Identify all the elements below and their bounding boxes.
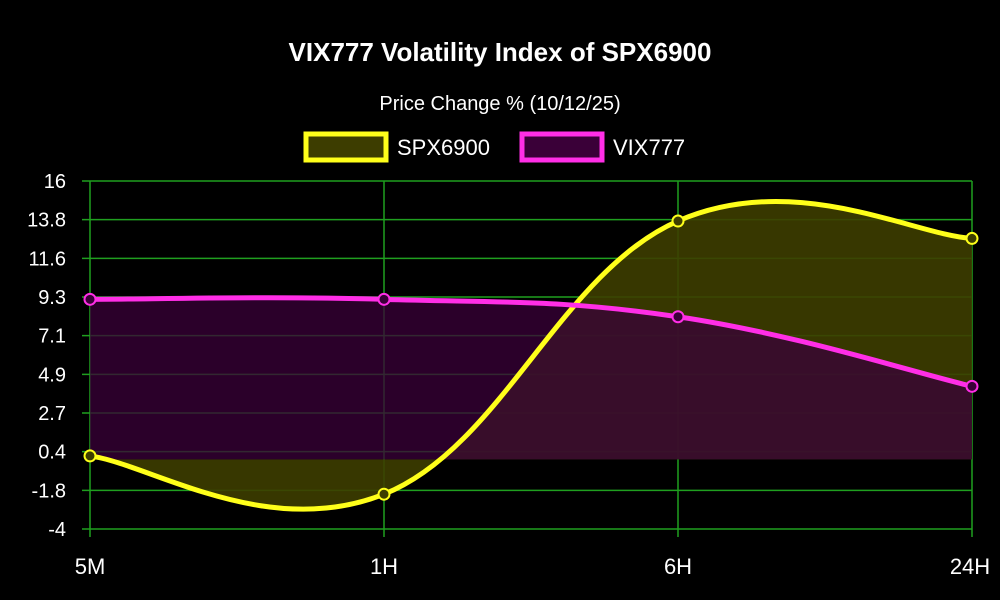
x-tick-label: 24H (950, 554, 990, 579)
point-vix777-24h[interactable] (965, 379, 979, 393)
y-axis: 16 13.8 11.6 9.3 7.1 4.9 2.7 0.4 -1.8 -4 (27, 171, 66, 541)
y-tick-label: 16 (44, 171, 66, 193)
legend: SPX6900 VIX777 (303, 131, 685, 163)
y-tick-label: 4.9 (38, 364, 66, 386)
point-vix777-5m[interactable] (83, 292, 97, 306)
line-vix777 (89, 295, 973, 389)
y-tick-label: 2.7 (38, 403, 66, 425)
y-tick-label: 11.6 (29, 248, 66, 270)
point-vix777-1h[interactable] (377, 292, 391, 306)
series-areas (90, 201, 972, 510)
y-tick-label: -4 (48, 519, 66, 541)
point-vix777-6h[interactable] (671, 310, 685, 324)
area-vix777 (90, 297, 972, 460)
point-spx6900-5m[interactable] (83, 449, 97, 463)
series-lines (89, 198, 973, 512)
legend-label-spx6900[interactable]: SPX6900 (397, 135, 490, 160)
x-tick-label: 1H (370, 554, 398, 579)
legend-swatch-spx6900[interactable] (303, 131, 389, 163)
point-spx6900-1h[interactable] (377, 487, 391, 501)
y-tick-label: 7.1 (38, 326, 66, 348)
point-spx6900-6h[interactable] (671, 214, 685, 228)
chart-title: VIX777 Volatility Index of SPX6900 (289, 37, 712, 67)
series-points (83, 214, 979, 501)
point-spx6900-24h[interactable] (965, 231, 979, 245)
y-tick-label: 0.4 (38, 442, 66, 464)
line-spx6900 (89, 198, 973, 512)
x-tick-label: 5M (75, 554, 106, 579)
chart-subtitle: Price Change % (10/12/25) (379, 93, 620, 115)
y-tick-label: 13.8 (27, 210, 66, 232)
legend-swatch-vix777[interactable] (519, 131, 605, 163)
x-tick-label: 6H (664, 554, 692, 579)
legend-label-vix777[interactable]: VIX777 (613, 135, 685, 160)
y-tick-label: 9.3 (38, 287, 66, 309)
y-tick-label: -1.8 (32, 480, 66, 502)
x-axis: 5M 1H 6H 24H (75, 554, 990, 579)
